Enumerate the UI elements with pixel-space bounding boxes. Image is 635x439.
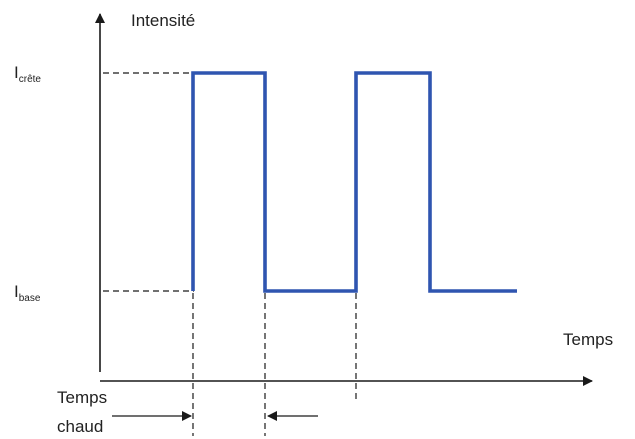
hot-time-label-line1: Temps [57, 388, 107, 407]
peak-current-label: Icrête [14, 63, 41, 85]
x-axis-label: Temps [563, 330, 613, 349]
base-label-sub: base [19, 293, 41, 304]
base-label-main: I [14, 282, 19, 301]
peak-label-main: I [14, 63, 19, 82]
pulse-waveform [191, 71, 517, 293]
peak-label-sub: crête [19, 74, 42, 85]
y-axis-label: Intensité [131, 11, 195, 30]
base-current-label: Ibase [14, 282, 41, 304]
hot-time-label-line2: chaud [57, 417, 103, 436]
